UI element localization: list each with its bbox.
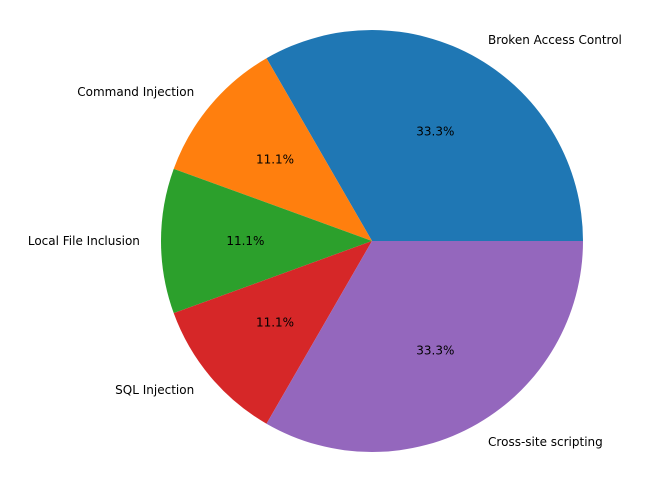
percent-label-sql-injection: 11.1% [256,315,294,329]
category-label-sql-injection: SQL Injection [115,383,194,397]
category-label-command-injection: Command Injection [77,85,194,99]
pie-slice-local-file-inclusion [160,168,372,314]
pie-slice-broken-access-control [266,29,583,241]
percent-label-command-injection: 11.1% [256,153,294,167]
pie-slice-command-injection [173,58,372,241]
pie-slices [160,29,583,453]
category-label-broken-access-control: Broken Access Control [488,33,622,47]
pie-labels: Broken Access Control 33.3% Command Inject… [28,33,622,449]
category-label-cross-site-scripting: Cross-site scripting [488,435,603,449]
category-label-local-file-inclusion: Local File Inclusion [28,234,140,248]
percent-label-broken-access-control: 33.3% [416,124,454,138]
pie-slice-cross-site-scripting [266,241,583,453]
pie-slice-sql-injection [173,241,372,424]
percent-label-local-file-inclusion: 11.1% [226,234,264,248]
percent-label-cross-site-scripting: 33.3% [416,344,454,358]
